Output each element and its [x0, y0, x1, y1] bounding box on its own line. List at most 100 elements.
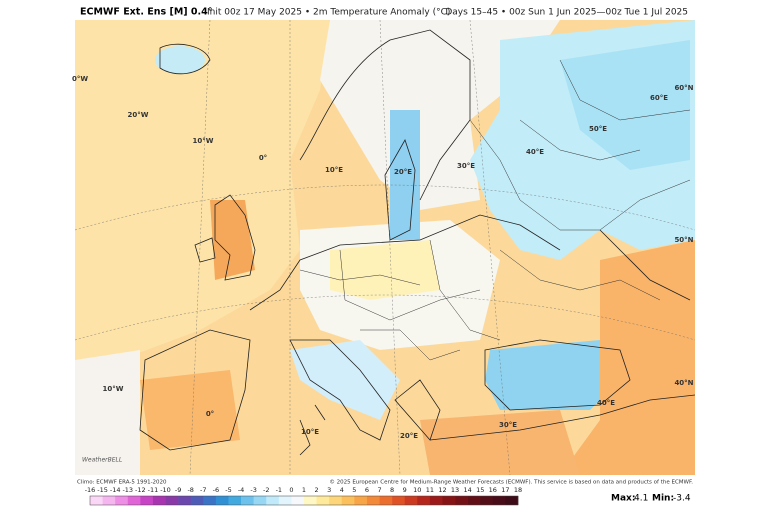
max-label: Max:: [611, 494, 635, 504]
colorbar-swatch: [455, 496, 468, 505]
colorbar-swatch: [316, 496, 330, 505]
colorbar-tick-label: 16: [489, 486, 497, 494]
colorbar-tick-label: 5: [352, 486, 356, 494]
map-label: 20°E: [400, 432, 418, 440]
map-label: 50°N: [674, 236, 693, 244]
colorbar-tick-label: -15: [97, 486, 108, 494]
colorbar-swatch: [467, 496, 481, 505]
colorbar-swatch: [278, 496, 292, 505]
map-label: 10°E: [301, 428, 319, 436]
colorbar-swatch: [341, 496, 355, 505]
colorbar-swatch: [228, 496, 242, 505]
map-label: 20°W: [128, 111, 149, 119]
colorbar-swatch: [215, 496, 229, 505]
colorbar-tick-label: 6: [365, 486, 369, 494]
colorbar-tick-label: -1: [276, 486, 282, 494]
colorbar-tick-label: 8: [390, 486, 394, 494]
map-label: 10°W: [103, 385, 124, 393]
colorbar-tick-label: 10: [413, 486, 421, 494]
map-label: 60°E: [650, 94, 668, 102]
map-label: 50°E: [589, 125, 607, 133]
colorbar-swatch: [115, 496, 129, 505]
colorbar-tick-label: 3: [327, 486, 331, 494]
colorbar-tick-label: -2: [263, 486, 269, 494]
colorbar-swatch: [253, 496, 267, 505]
min-label: Min:: [652, 494, 674, 504]
map-label: 30°E: [499, 421, 517, 429]
colorbar-tick-label: 18: [514, 486, 522, 494]
colorbar-tick-label: -4: [238, 486, 244, 494]
colorbar-frame: [89, 495, 519, 506]
colorbar-tick-label: -9: [175, 486, 181, 494]
colorbar-tick-label: 1: [302, 486, 306, 494]
coastlines: [139, 29, 696, 456]
colorbar-tick-label: 4: [340, 486, 344, 494]
colorbar-swatch: [304, 496, 317, 505]
logo: WeatherBELL: [82, 457, 122, 464]
map-label: 60°N: [674, 84, 693, 92]
map-label: 0°: [206, 410, 214, 418]
model-title: ECMWF Ext. Ens [M] 0.4°: [80, 7, 213, 18]
max-value: 4.1: [634, 494, 648, 504]
colorbar-swatch: [178, 496, 192, 505]
colorbar-tick-label: 11: [426, 486, 434, 494]
colorbar-tick-label: -3: [250, 486, 256, 494]
colorbar-tick-label: 13: [451, 486, 459, 494]
colorbar-swatch: [417, 496, 431, 505]
map-label: 10°W: [193, 137, 214, 145]
map-label: 10°E: [325, 166, 343, 174]
climo-note: Climo: ECMWF ERA-5 1991-2020: [77, 480, 167, 486]
colorbar-tick-label: 17: [501, 486, 509, 494]
map-label: 40°N: [674, 379, 693, 387]
colorbar-tick-label: -8: [187, 486, 193, 494]
colorbar-tick-label: -6: [213, 486, 219, 494]
colorbar-tick-label: 7: [377, 486, 381, 494]
colorbar-swatch: [429, 496, 443, 505]
map-label: 20°E: [394, 168, 412, 176]
colorbar-swatch: [404, 496, 418, 505]
colorbar-tick-label: -7: [200, 486, 206, 494]
map-label: 0°: [259, 154, 267, 162]
anomaly-field: [75, 20, 695, 475]
valid-title: Days 15–45 • 00z Sun 1 Jun 2025—00z Tue …: [445, 8, 688, 18]
graticule: [74, 19, 696, 476]
min-value: -3.4: [673, 494, 691, 504]
colorbar-swatch: [165, 496, 179, 505]
colorbar-tick-label: -12: [135, 486, 146, 494]
colorbar-tick-label: -16: [85, 486, 96, 494]
colorbar-swatch: [379, 496, 393, 505]
colorbar-tick-label: -10: [160, 486, 171, 494]
copyright: © 2025 European Centre for Medium-Range …: [329, 479, 693, 486]
map-label: 40°E: [597, 399, 615, 407]
map-label: 0°W: [72, 75, 88, 83]
colorbar-swatch: [492, 496, 506, 505]
colorbar-swatch: [140, 496, 154, 505]
colorbar-tick-label: 9: [403, 486, 407, 494]
colorbar-swatch: [392, 496, 406, 505]
colorbar-swatch: [102, 496, 116, 505]
map: 0°W 20°W 10°W 0° 10°E 20°E 30°E 40°E 50°E 60°E 60°…: [72, 19, 696, 476]
colorbar-swatch: [90, 496, 103, 505]
colorbar-tick-label: 14: [464, 486, 472, 494]
colorbar-tick-label: 15: [476, 486, 484, 494]
colorbar-swatch: [266, 496, 280, 505]
colorbar-tick-label: 12: [438, 486, 446, 494]
map-label: 40°E: [526, 148, 544, 156]
borders: [299, 59, 691, 361]
colorbar-tick-label: 0: [289, 486, 293, 494]
colorbar-swatch: [190, 496, 204, 505]
map-label: 30°E: [457, 162, 475, 170]
init-title: Init 00z 17 May 2025 • 2m Temperature An…: [207, 8, 450, 18]
colorbar: -16 -15 -14 -13 -12 -11 -10 -9 -8 -7 -6 -5 -4 -3 -2 -1 0…: [85, 486, 522, 506]
colorbar-swatch: [354, 496, 368, 505]
colorbar-tick-label: -5: [225, 486, 231, 494]
colorbar-swatch: [480, 496, 494, 505]
colorbar-swatch: [329, 496, 343, 505]
colorbar-swatch: [291, 496, 305, 505]
colorbar-swatch: [152, 496, 166, 505]
colorbar-swatch: [203, 496, 217, 505]
colorbar-tick-label: 2: [315, 486, 319, 494]
colorbar-swatch: [241, 496, 254, 505]
